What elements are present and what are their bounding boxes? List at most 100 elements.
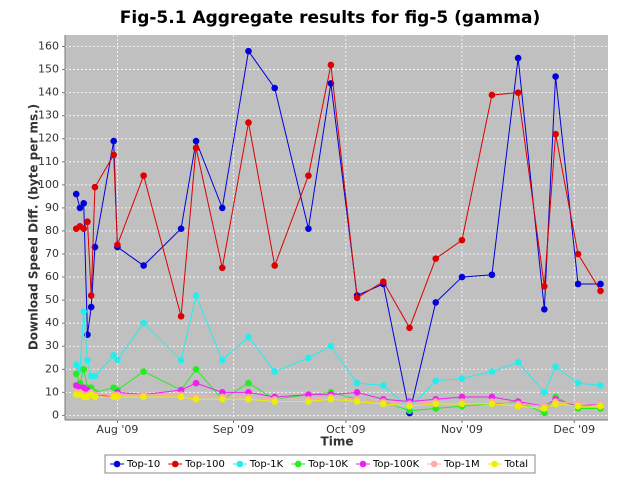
data-point: [541, 389, 548, 396]
data-point: [432, 255, 440, 262]
data-point: [380, 382, 387, 389]
data-point: [110, 137, 117, 145]
data-point: [218, 389, 226, 396]
data-point: [218, 264, 226, 272]
legend-label: Top-1M: [443, 459, 479, 470]
data-point: [432, 400, 440, 408]
legend-box: [104, 454, 536, 474]
data-point: [574, 250, 582, 258]
data-point: [140, 393, 147, 401]
data-point: [305, 354, 312, 362]
data-point: [327, 61, 335, 69]
legend-item: Total: [487, 459, 528, 470]
data-point: [110, 352, 117, 359]
data-point: [327, 342, 335, 350]
data-point: [574, 402, 582, 410]
legend-marker: [171, 460, 179, 468]
data-point: [574, 379, 582, 387]
data-point: [245, 389, 252, 396]
data-point: [114, 356, 121, 364]
data-point: [84, 218, 91, 226]
data-point: [87, 303, 95, 311]
y-tick-label: 120: [38, 132, 59, 145]
data-point: [458, 393, 466, 401]
data-point: [245, 47, 252, 55]
data-point: [114, 241, 121, 249]
legend-label: Total: [504, 459, 528, 470]
legend-item: Top-1M: [427, 459, 480, 470]
data-point: [552, 400, 559, 408]
legend-marker: [236, 460, 244, 468]
x-tick-label: Sep '09: [213, 423, 254, 436]
data-point: [177, 312, 185, 320]
data-point: [488, 368, 496, 375]
data-point: [541, 409, 548, 417]
data-point: [514, 89, 522, 96]
data-point: [271, 262, 279, 269]
data-point: [140, 172, 147, 179]
data-point: [91, 372, 99, 380]
y-tick-label: 70: [45, 247, 59, 260]
data-point: [76, 204, 84, 212]
data-point: [177, 386, 185, 394]
y-tick-label: 60: [45, 270, 59, 283]
data-point: [574, 280, 582, 288]
data-point: [80, 225, 88, 232]
data-point: [597, 402, 604, 410]
data-point: [140, 319, 147, 327]
data-point: [192, 365, 200, 373]
data-point: [245, 333, 252, 341]
legend-label: Top-100K: [372, 459, 420, 470]
data-point: [432, 299, 440, 306]
y-tick-label: 50: [45, 293, 59, 306]
data-point: [353, 389, 361, 396]
x-axis-label: Time: [321, 435, 354, 449]
data-point: [597, 287, 604, 295]
y-tick-label: 130: [38, 109, 59, 122]
legend-marker: [430, 460, 438, 468]
data-point: [91, 393, 99, 401]
data-point: [140, 368, 147, 375]
legend-label: Top-10K: [307, 459, 348, 470]
data-point: [218, 356, 226, 364]
y-tick-label: 110: [38, 155, 59, 168]
data-point: [488, 393, 496, 401]
data-point: [91, 183, 99, 191]
data-point: [353, 379, 361, 387]
chart-title: Fig-5.1 Aggregate results for fig-5 (gam…: [120, 8, 540, 28]
y-tick-label: 80: [45, 224, 59, 237]
data-point: [192, 395, 200, 403]
data-point: [192, 292, 200, 299]
data-point: [458, 375, 466, 382]
data-point: [541, 282, 548, 290]
legend-marker: [294, 460, 302, 468]
y-tick-label: 10: [45, 385, 59, 398]
y-tick-label: 40: [45, 316, 59, 329]
data-point: [541, 306, 548, 313]
data-point: [80, 365, 88, 373]
data-point: [406, 324, 413, 332]
data-point: [218, 204, 226, 212]
data-point: [552, 130, 559, 138]
data-point: [271, 84, 279, 92]
data-point: [271, 398, 279, 405]
data-point: [72, 361, 80, 368]
data-point: [110, 151, 117, 159]
y-axis-label: Download Speed Diff. (byte per ms.): [27, 104, 41, 350]
data-point: [84, 356, 91, 364]
data-point: [245, 379, 252, 387]
data-point: [597, 280, 604, 288]
data-point: [552, 73, 559, 80]
data-point: [80, 308, 88, 315]
data-point: [432, 405, 440, 412]
x-tick-label: Dec '09: [553, 423, 595, 436]
data-point: [432, 377, 440, 385]
data-point: [72, 190, 80, 198]
data-point: [514, 402, 522, 410]
legend-label: Top-1K: [249, 459, 284, 470]
data-point: [353, 398, 361, 405]
legend-marker: [113, 460, 121, 468]
y-tick-label: 140: [38, 86, 59, 99]
data-point: [305, 398, 312, 405]
